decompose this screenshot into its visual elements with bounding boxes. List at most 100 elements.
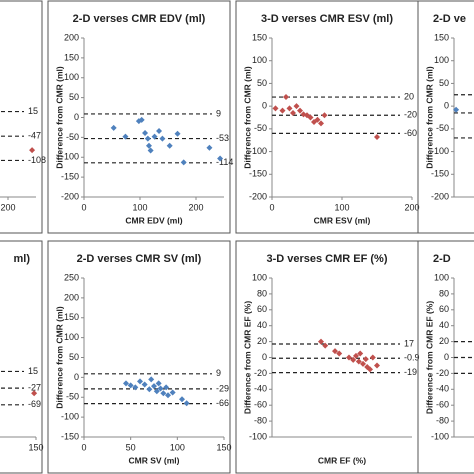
x-tick-label: 100 — [170, 442, 185, 452]
x-tick-label: 0 — [81, 202, 86, 212]
y-tick-label: 100 — [434, 55, 449, 65]
y-tick-label: 100 — [252, 55, 267, 65]
data-point — [110, 124, 117, 131]
data-point — [374, 362, 380, 369]
y-tick-label: 100 — [252, 272, 267, 282]
x-tick-label: 200 — [0, 202, 15, 212]
data-point — [362, 356, 369, 363]
x-tick-label: 0 — [81, 442, 86, 452]
data-point — [290, 109, 296, 116]
data-point — [283, 94, 289, 101]
data-point — [144, 135, 151, 142]
data-point — [174, 130, 181, 137]
data-point — [148, 376, 155, 383]
y-tick-label: -150 — [61, 172, 79, 182]
limit-label: -0.9 — [404, 353, 420, 363]
y-axis-label: Difference from CMR (ml) — [54, 66, 64, 169]
y-tick-label: -50 — [66, 392, 79, 402]
limit-label: -69 — [28, 399, 41, 409]
data-point — [137, 378, 143, 385]
data-point — [159, 135, 166, 142]
y-tick-label: -100 — [61, 152, 79, 162]
data-point — [322, 342, 329, 349]
data-point — [183, 400, 190, 407]
limit-label: -60 — [404, 128, 417, 138]
y-tick-label: -150 — [61, 431, 79, 441]
limit-label: -114 — [216, 157, 233, 167]
y-tick-label: -40 — [254, 384, 267, 394]
limit-label: -27 — [28, 382, 41, 392]
data-point — [141, 381, 148, 388]
y-tick-label: -200 — [61, 191, 79, 201]
x-tick-label: 100 — [334, 202, 349, 212]
data-point — [122, 133, 129, 140]
data-point — [318, 120, 324, 127]
data-point — [360, 360, 366, 367]
y-tick-label: 250 — [64, 272, 79, 282]
data-point — [151, 383, 157, 390]
data-point — [127, 382, 134, 389]
data-point — [357, 350, 364, 357]
data-point — [179, 396, 185, 403]
y-tick-label: -50 — [436, 123, 449, 133]
data-point — [293, 103, 300, 110]
x-tick-label: 150 — [216, 442, 231, 452]
data-point — [206, 144, 213, 151]
panel-title: 3-D verses CMR EF (%) — [266, 253, 387, 265]
data-point — [279, 107, 286, 114]
x-axis-label: CMR ESV (ml) — [314, 215, 371, 225]
y-axis-label: Difference from CMR (ml) — [424, 66, 434, 169]
limit-label: 17 — [404, 338, 414, 348]
y-tick-label: 80 — [439, 288, 449, 298]
y-tick-label: 150 — [64, 312, 79, 322]
y-tick-label: -60 — [254, 400, 267, 410]
y-tick-label: -200 — [249, 191, 267, 201]
data-point — [145, 142, 152, 149]
x-axis-label: CMR SV (ml) — [129, 455, 180, 465]
data-point — [29, 147, 36, 154]
limit-label: -47 — [28, 131, 41, 141]
y-tick-label: -150 — [249, 169, 267, 179]
y-tick-label: 50 — [69, 92, 79, 102]
y-tick-label: -20 — [436, 368, 449, 378]
data-point — [272, 105, 279, 112]
data-point — [157, 385, 164, 392]
panel-title: ml) — [14, 253, 31, 265]
x-tick-label: 0 — [269, 202, 274, 212]
y-tick-label: -100 — [431, 146, 449, 156]
data-point — [355, 358, 362, 365]
y-tick-label: 80 — [257, 288, 267, 298]
y-tick-label: 40 — [439, 320, 449, 330]
data-point — [314, 116, 321, 123]
y-axis-label: Difference from CMR (ml) — [54, 306, 64, 409]
x-tick-label: 150 — [28, 442, 43, 452]
y-tick-label: 0 — [74, 372, 79, 382]
data-point — [297, 107, 303, 114]
data-point — [321, 112, 328, 119]
y-tick-label: 150 — [64, 52, 79, 62]
y-tick-label: -150 — [431, 169, 449, 179]
y-tick-label: 60 — [439, 304, 449, 314]
panel-border — [47, 0, 231, 234]
y-tick-label: 150 — [434, 32, 449, 42]
data-point — [286, 105, 293, 112]
data-point — [367, 366, 373, 373]
data-point — [353, 352, 359, 359]
y-tick-label: 20 — [439, 336, 449, 346]
y-tick-label: 0 — [262, 101, 267, 111]
panel-border — [417, 240, 474, 474]
y-tick-label: 0 — [262, 352, 267, 362]
y-tick-label: -60 — [436, 400, 449, 410]
data-point — [147, 147, 154, 154]
limit-label: 15 — [28, 366, 38, 376]
limit-label: -20 — [404, 110, 417, 120]
data-point — [453, 106, 460, 113]
y-tick-label: 150 — [252, 32, 267, 42]
y-tick-label: -80 — [436, 415, 449, 425]
data-point — [336, 350, 343, 357]
data-point — [180, 159, 187, 166]
data-point — [217, 155, 224, 162]
data-point — [163, 384, 170, 391]
y-tick-label: 200 — [64, 292, 79, 302]
